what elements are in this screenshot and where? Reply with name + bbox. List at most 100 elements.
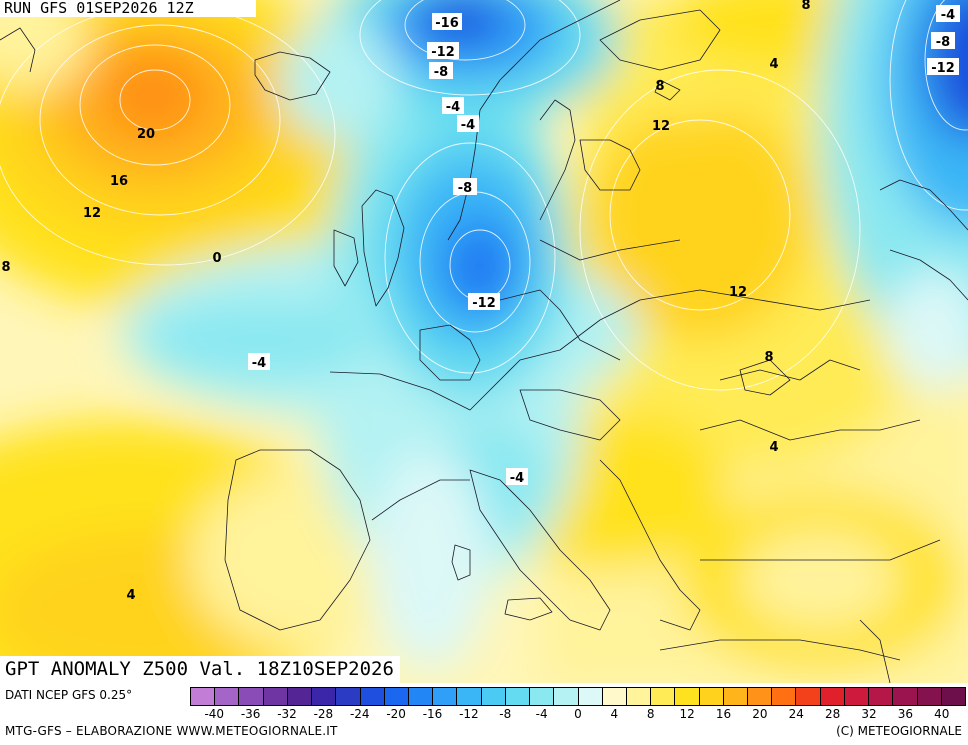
colorbar-swatch xyxy=(191,688,216,705)
colorbar-swatch xyxy=(263,688,288,705)
colorbar-swatch xyxy=(844,688,870,705)
map-title: GPT ANOMALY Z500 Val. 18Z10SEP2026 xyxy=(0,656,400,683)
colorbar-tick-label: -8 xyxy=(499,707,512,721)
contour-label: -8 xyxy=(429,62,453,80)
colorbar-tick-label: 12 xyxy=(679,707,695,721)
coastlines xyxy=(0,0,968,683)
svg-text:20: 20 xyxy=(137,127,155,142)
contour-label: 12 xyxy=(652,119,670,134)
colorbar-tick-label: 0 xyxy=(574,707,582,721)
colorbar-swatch xyxy=(869,688,894,705)
colorbar-swatch xyxy=(917,688,942,705)
contour-label: 20 xyxy=(137,127,155,142)
contour-label: 0 xyxy=(212,251,221,266)
colorbar-tick-label: 4 xyxy=(610,707,619,721)
svg-text:-4: -4 xyxy=(446,100,460,115)
svg-text:-8: -8 xyxy=(458,181,472,196)
contour-label: -4 xyxy=(248,353,270,371)
contour-label: 4 xyxy=(126,588,135,603)
colorbar-swatch xyxy=(893,688,918,705)
colorbar-swatch xyxy=(336,688,361,705)
colorbar-tick-label: 20 xyxy=(752,707,768,721)
colorbar-swatch xyxy=(505,688,531,705)
contour-label: -16 xyxy=(432,13,462,31)
colorbar-tick-label: 24 xyxy=(788,707,804,721)
colorbar-swatch xyxy=(941,688,965,705)
contour-label: -4 xyxy=(506,468,528,486)
colorbar-swatch xyxy=(626,688,652,705)
colorbar-tick-label: -40 xyxy=(204,707,225,721)
contour-label: 12 xyxy=(729,285,747,300)
contour-label: -12 xyxy=(468,293,500,311)
colorbar-tick-label: -4 xyxy=(535,707,548,721)
colorbar-swatch xyxy=(651,688,676,705)
svg-text:-12: -12 xyxy=(431,45,455,60)
map-canvas: -16 -12 -8 -4 -4 -8 -12 -4 -4 0 8 12 16 … xyxy=(0,0,968,683)
svg-text:0: 0 xyxy=(212,251,221,266)
colorbar-tick-label: 16 xyxy=(715,707,732,721)
colorbar-tick-label: -32 xyxy=(277,707,297,721)
contour-label: 8 xyxy=(764,350,773,365)
contour-label: -4 xyxy=(457,115,479,133)
svg-text:12: 12 xyxy=(652,119,670,134)
colorbar-swatch xyxy=(457,688,482,705)
contour-label: 16 xyxy=(110,174,128,189)
colorbar-tick-label: 32 xyxy=(861,707,877,721)
svg-text:-12: -12 xyxy=(931,61,955,76)
colorbar-swatch xyxy=(578,688,603,705)
svg-text:-16: -16 xyxy=(435,16,459,31)
svg-text:12: 12 xyxy=(729,285,747,300)
svg-text:4: 4 xyxy=(769,440,778,455)
svg-text:8: 8 xyxy=(1,260,10,275)
svg-text:8: 8 xyxy=(764,350,773,365)
colorbar-swatch xyxy=(530,688,555,705)
colorbar-swatch xyxy=(772,688,797,705)
colorbar-tick-label: -28 xyxy=(313,707,334,721)
contour-lines xyxy=(0,0,968,391)
data-source-label: DATI NCEP GFS 0.25° xyxy=(5,688,133,702)
legend-footer: DATI NCEP GFS 0.25° -40 -36 -32 -28 -24 -20 -1… xyxy=(0,683,968,745)
colorbar-tick-label: 40 xyxy=(934,707,950,721)
svg-text:-12: -12 xyxy=(472,296,496,311)
contour-label: -12 xyxy=(927,58,959,76)
svg-text:-8: -8 xyxy=(936,35,950,50)
anomaly-fill-layer xyxy=(0,0,968,683)
colorbar-tick-label: -16 xyxy=(422,707,443,721)
colorbar-swatch xyxy=(820,688,845,705)
svg-text:4: 4 xyxy=(126,588,135,603)
contour-label: -8 xyxy=(931,32,955,50)
colorbar-tick-label: -36 xyxy=(240,707,261,721)
colorbar-swatch xyxy=(239,688,264,705)
colorbar-tick-label: 36 xyxy=(897,707,914,721)
colorbar-tick-label: -12 xyxy=(459,707,479,721)
svg-text:8: 8 xyxy=(801,0,810,13)
colorbar-tick-label: 28 xyxy=(824,707,841,721)
colorbar-swatch xyxy=(748,688,773,705)
svg-text:-4: -4 xyxy=(941,8,955,23)
colorbar-swatch xyxy=(408,688,434,705)
credit-left: MTG-GFS – ELABORAZIONE WWW.METEOGIORNALE… xyxy=(5,724,338,738)
svg-text:12: 12 xyxy=(83,206,101,221)
anomaly-map: -16 -12 -8 -4 -4 -8 -12 -4 -4 0 8 12 16 … xyxy=(0,0,968,683)
colorbar-swatch xyxy=(433,688,458,705)
contour-labels: -16 -12 -8 -4 -4 -8 -12 -4 -4 0 8 12 16 … xyxy=(1,0,960,603)
colorbar-swatch xyxy=(312,688,337,705)
svg-text:-4: -4 xyxy=(510,471,524,486)
contour-label: 4 xyxy=(769,57,778,72)
contour-label: 12 xyxy=(83,206,101,221)
contour-label: 8 xyxy=(801,0,810,13)
colorbar-swatch xyxy=(675,688,700,705)
run-label: RUN GFS 01SEP2026 12Z xyxy=(0,0,256,17)
colorbar-tick-label: 8 xyxy=(646,707,655,721)
colorbar-swatch xyxy=(360,688,385,705)
colorbar-swatch xyxy=(481,688,506,705)
colorbar-tick-label: -24 xyxy=(349,707,370,721)
svg-text:4: 4 xyxy=(769,57,778,72)
svg-text:8: 8 xyxy=(655,79,664,94)
svg-text:-4: -4 xyxy=(252,356,266,371)
contour-label: 4 xyxy=(769,440,778,455)
colorbar-swatch xyxy=(554,688,579,705)
colorbar-swatch xyxy=(602,688,627,705)
colorbar-ticks: -40 -36 -32 -28 -24 -20 -16 -12 -8 -4 0 4 8 12 16 20 24 2… xyxy=(190,707,966,723)
